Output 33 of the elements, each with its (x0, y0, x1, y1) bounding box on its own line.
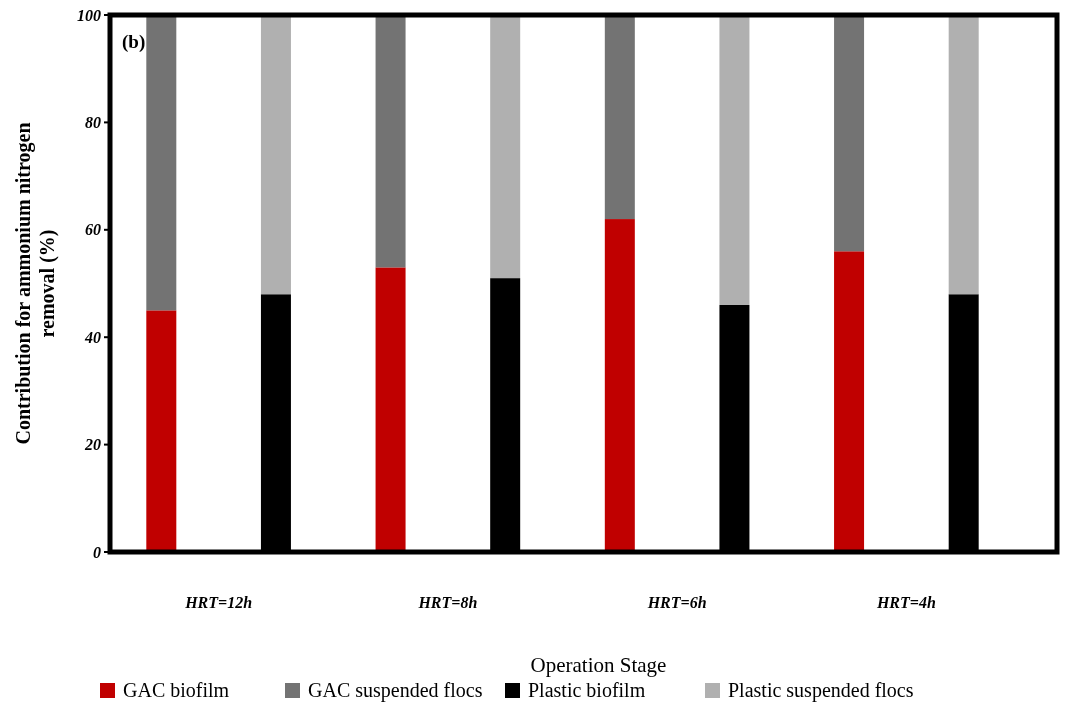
bar (719, 304, 750, 552)
bar (490, 15, 521, 279)
annotation: (b) (122, 31, 146, 53)
legend-label: GAC biofilm (123, 679, 230, 701)
legend-label: GAC suspended flocs (308, 679, 483, 702)
x-tick-label: HRT=12h (184, 594, 253, 611)
x-tick-label: HRT=4h (875, 594, 936, 611)
y-tick-label: 80 (85, 114, 101, 131)
y-tick-label: 40 (84, 328, 101, 346)
bar (146, 15, 177, 311)
y-tick-label: 60 (85, 221, 101, 239)
y-tick-label: 0 (93, 543, 101, 561)
bar (948, 294, 979, 552)
bar (375, 15, 406, 268)
y-tick-label: 100 (77, 6, 101, 24)
legend-label: Plastic suspended flocs (728, 679, 914, 702)
bar (834, 15, 865, 252)
x-tick-label: HRT=6h (646, 594, 707, 611)
bar (948, 15, 979, 295)
bar (260, 15, 291, 295)
x-tick-label: HRT=8h (417, 594, 478, 611)
bar (719, 15, 750, 305)
bar (260, 294, 291, 552)
bar (834, 251, 865, 552)
bar (146, 310, 177, 552)
bar (604, 15, 635, 220)
x-axis-title: Operation Stage (530, 653, 667, 677)
bar (490, 278, 521, 552)
y-axis-title: Contribution for ammonium nitrogen removal (%) (12, 122, 59, 445)
legend-label: Plastic biofilm (528, 679, 646, 701)
bar (375, 267, 406, 552)
y-tick-label: 20 (84, 436, 101, 454)
bar (604, 219, 635, 552)
